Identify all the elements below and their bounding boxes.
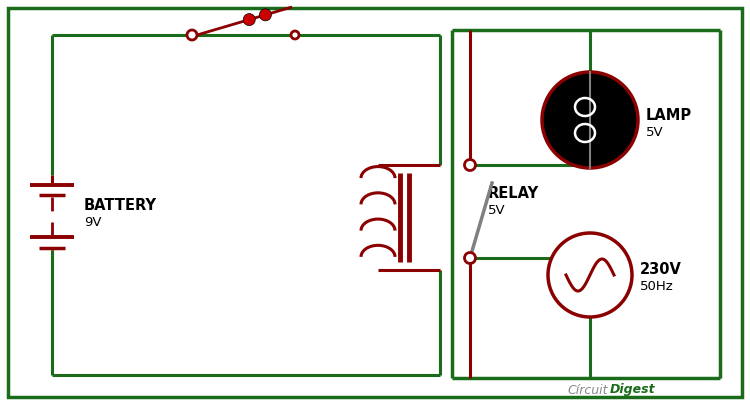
Circle shape — [464, 252, 476, 264]
Text: 9V: 9V — [84, 215, 101, 228]
Text: 5V: 5V — [488, 203, 506, 217]
Circle shape — [542, 72, 638, 168]
Text: 230V: 230V — [640, 262, 682, 277]
Circle shape — [187, 30, 197, 40]
Text: BATTERY: BATTERY — [84, 198, 157, 213]
Text: 5V: 5V — [646, 126, 664, 139]
Circle shape — [260, 9, 272, 21]
Text: RELAY: RELAY — [488, 185, 539, 200]
Text: 50Hz: 50Hz — [640, 281, 674, 294]
Circle shape — [243, 14, 255, 26]
Circle shape — [291, 31, 299, 39]
Text: Digest: Digest — [610, 384, 656, 396]
Circle shape — [548, 233, 632, 317]
Text: Círcuit: Círcuit — [568, 384, 608, 396]
Circle shape — [464, 160, 476, 171]
Text: LAMP: LAMP — [646, 107, 692, 122]
